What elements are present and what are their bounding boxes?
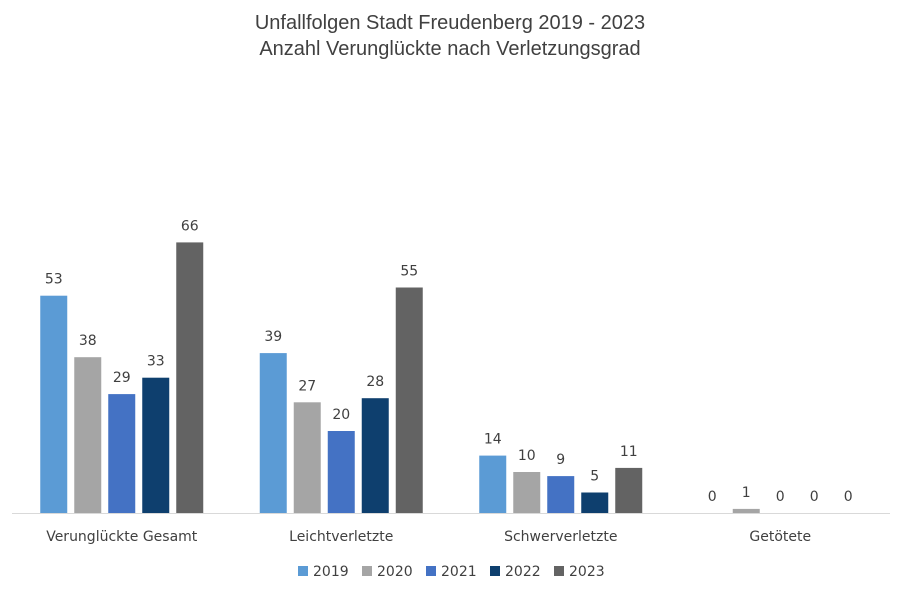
- data-label-2022-2: 28: [366, 374, 384, 390]
- bar-2023-3: [615, 467, 643, 513]
- chart-title: Unfallfolgen Stadt Freudenberg 2019 - 20…: [254, 12, 646, 34]
- bar-2021-3: [547, 476, 575, 513]
- data-label-2021-3: 9: [556, 452, 565, 468]
- chart-subtitle: Anzahl Verunglückte nach Verletzungsgrad: [259, 38, 641, 60]
- data-label-2022-4: 0: [810, 489, 819, 505]
- data-label-2021-2: 20: [332, 407, 350, 423]
- bar-2020-4: [732, 508, 760, 513]
- legend-label-2023: 2023: [569, 564, 605, 580]
- category-label-4: Getötete: [749, 529, 811, 545]
- legend-swatch-2020: [362, 566, 372, 576]
- bar-2022-1: [142, 377, 170, 513]
- category-label-1: Verunglückte Gesamt: [46, 529, 198, 545]
- bar-2022-3: [581, 492, 609, 513]
- bar-2019-1: [40, 295, 68, 513]
- data-label-2019-4: 0: [708, 489, 717, 505]
- data-label-2020-2: 27: [298, 378, 316, 394]
- data-label-2021-4: 0: [776, 489, 785, 505]
- legend-swatch-2022: [490, 566, 500, 576]
- bar-2023-2: [395, 287, 423, 513]
- bar-2023-1: [176, 242, 204, 513]
- data-label-2019-3: 14: [484, 432, 502, 448]
- bar-2022-2: [361, 398, 389, 513]
- bar-2020-3: [513, 472, 541, 513]
- data-label-2023-4: 0: [844, 489, 853, 505]
- data-label-2021-1: 29: [113, 370, 131, 386]
- data-label-2022-1: 33: [147, 354, 165, 370]
- data-label-2020-4: 1: [742, 485, 751, 501]
- legend-swatch-2019: [298, 566, 308, 576]
- data-label-2022-3: 5: [590, 469, 599, 485]
- legend-swatch-2023: [554, 566, 564, 576]
- bar-2021-2: [327, 431, 355, 513]
- data-label-2020-1: 38: [79, 333, 97, 349]
- legend-label-2022: 2022: [505, 564, 541, 580]
- bar-2020-1: [74, 357, 102, 513]
- bar-2019-3: [479, 455, 507, 513]
- data-label-2019-2: 39: [264, 329, 282, 345]
- data-label-2020-3: 10: [518, 448, 536, 464]
- category-label-2: Leichtverletzte: [289, 529, 393, 545]
- legend-label-2020: 2020: [377, 564, 413, 580]
- bar-2020-2: [293, 402, 321, 513]
- category-label-3: Schwerverletzte: [504, 529, 617, 545]
- legend-label-2021: 2021: [441, 564, 477, 580]
- data-label-2023-2: 55: [400, 264, 418, 280]
- legend-label-2019: 2019: [313, 564, 349, 580]
- bar-2019-2: [259, 353, 287, 513]
- data-label-2023-3: 11: [620, 444, 638, 460]
- bar-2021-1: [108, 394, 136, 513]
- legend-swatch-2021: [426, 566, 436, 576]
- data-label-2023-1: 66: [181, 218, 199, 234]
- data-label-2019-1: 53: [45, 272, 63, 288]
